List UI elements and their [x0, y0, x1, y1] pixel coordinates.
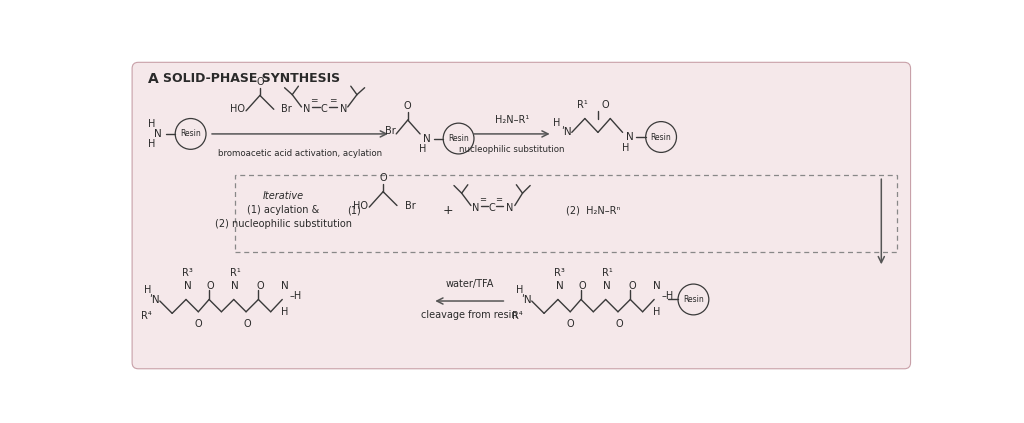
- Text: N: N: [626, 132, 634, 142]
- Text: ʹN: ʹN: [521, 295, 531, 305]
- Text: SOLID-PHASE SYNTHESIS: SOLID-PHASE SYNTHESIS: [163, 72, 340, 85]
- Text: =: =: [310, 96, 317, 105]
- Text: bromoacetic acid activation, acylation: bromoacetic acid activation, acylation: [218, 149, 382, 159]
- Text: H: H: [147, 119, 155, 129]
- Text: N: N: [603, 280, 611, 291]
- Text: O: O: [579, 280, 587, 291]
- Text: =: =: [329, 96, 336, 105]
- Text: R¹: R¹: [578, 100, 588, 110]
- Text: O: O: [615, 319, 624, 329]
- Text: O: O: [566, 319, 574, 329]
- Text: N: N: [155, 129, 162, 139]
- Text: C: C: [321, 104, 328, 114]
- Text: N: N: [472, 203, 480, 213]
- Text: R¹: R¹: [230, 268, 241, 278]
- Text: cleavage from resin: cleavage from resin: [421, 310, 518, 320]
- Text: +: +: [442, 203, 453, 217]
- Text: N: N: [340, 104, 347, 114]
- Text: HO: HO: [353, 201, 369, 211]
- Text: N: N: [506, 203, 514, 213]
- Text: O: O: [256, 280, 264, 291]
- Text: =: =: [479, 195, 486, 204]
- Text: (1) acylation &: (1) acylation &: [247, 205, 319, 215]
- Text: C: C: [488, 203, 495, 213]
- Text: H: H: [622, 143, 630, 153]
- Text: Br: Br: [282, 104, 292, 114]
- Text: R⁴: R⁴: [512, 311, 523, 321]
- Text: R³: R³: [554, 268, 565, 278]
- Text: H: H: [516, 285, 523, 295]
- Text: ʹN: ʹN: [561, 127, 571, 137]
- Text: O: O: [379, 173, 387, 183]
- Text: A: A: [147, 72, 159, 86]
- Bar: [234, 175, 897, 252]
- Text: O: O: [256, 77, 264, 87]
- Text: O: O: [628, 280, 636, 291]
- Text: H: H: [553, 118, 560, 128]
- Text: O: O: [602, 100, 609, 110]
- Text: (1): (1): [347, 205, 360, 215]
- Text: –H: –H: [662, 291, 674, 302]
- Text: Resin: Resin: [449, 134, 469, 143]
- Text: N: N: [183, 280, 191, 291]
- Text: HO: HO: [230, 104, 246, 114]
- Text: Resin: Resin: [683, 295, 703, 304]
- Text: N: N: [231, 280, 240, 291]
- Text: O: O: [403, 101, 412, 111]
- Text: N: N: [652, 280, 660, 291]
- Text: =: =: [496, 195, 502, 204]
- Text: N: N: [281, 280, 289, 291]
- Text: Br: Br: [404, 201, 416, 211]
- Text: H: H: [652, 307, 660, 317]
- Text: R⁴: R⁴: [140, 311, 152, 321]
- Text: N: N: [556, 280, 563, 291]
- Text: H: H: [420, 144, 427, 154]
- Text: nucleophilic substitution: nucleophilic substitution: [459, 145, 564, 154]
- Text: ʹN: ʹN: [150, 295, 160, 305]
- Text: Resin: Resin: [650, 132, 672, 142]
- Text: H: H: [281, 307, 288, 317]
- Text: Resin: Resin: [180, 129, 201, 138]
- Text: R³: R³: [182, 268, 193, 278]
- Text: R¹: R¹: [602, 268, 612, 278]
- Text: –H: –H: [290, 291, 302, 302]
- Text: (2)  H₂N–Rⁿ: (2) H₂N–Rⁿ: [565, 205, 620, 215]
- Text: Iterative: Iterative: [262, 191, 303, 201]
- Text: H: H: [143, 285, 152, 295]
- Text: (2) nucleophilic substitution: (2) nucleophilic substitution: [214, 219, 351, 229]
- Text: O: O: [195, 319, 202, 329]
- Text: O: O: [244, 319, 252, 329]
- Text: H₂N–R¹: H₂N–R¹: [495, 115, 528, 125]
- Text: N: N: [423, 134, 431, 143]
- FancyBboxPatch shape: [132, 62, 910, 369]
- Text: water/TFA: water/TFA: [445, 279, 494, 289]
- Text: O: O: [207, 280, 214, 291]
- Text: H: H: [147, 139, 155, 149]
- Text: N: N: [303, 104, 310, 114]
- Text: Br: Br: [385, 126, 395, 136]
